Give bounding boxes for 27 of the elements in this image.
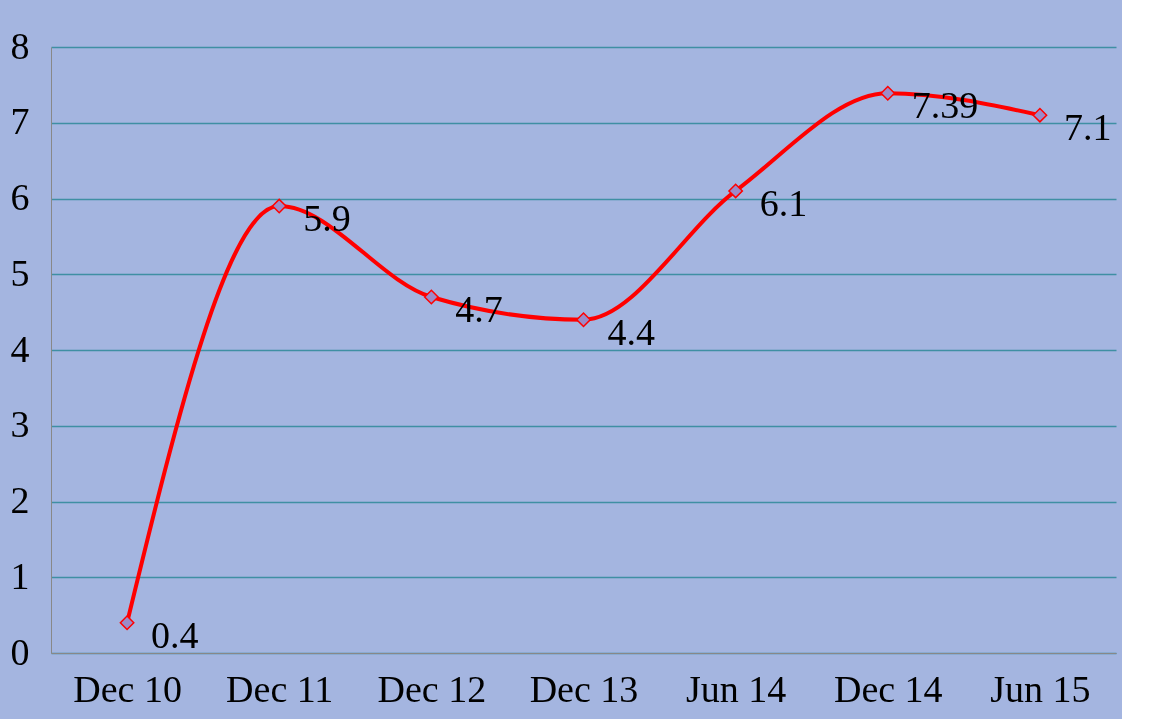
point: [119, 615, 135, 631]
point: [1032, 107, 1048, 123]
y-tick-label: 0: [10, 630, 30, 673]
y-tick-label: 3: [10, 403, 30, 446]
y-tick-label: 6: [10, 176, 30, 218]
x-tick-label: Jun 14: [685, 667, 787, 710]
point: [576, 312, 591, 328]
data-label: 0.4: [151, 613, 199, 656]
x-tick-label: Jun 15: [990, 667, 1091, 710]
y-tick-label: 4: [10, 327, 30, 370]
point: [728, 183, 744, 199]
y-tick-label: 2: [10, 479, 30, 521]
y-tick-label: 7: [10, 100, 30, 143]
x-tick-label: Dec 12: [377, 667, 487, 710]
data-label: 4.4: [607, 310, 655, 353]
y-tick-label: 1: [10, 554, 30, 597]
point: [423, 289, 439, 305]
point: [880, 85, 896, 101]
x-tick-label: Dec 14: [833, 667, 943, 710]
x-tick-label: Dec 13: [529, 667, 639, 710]
y-tick-label: 5: [10, 251, 30, 294]
data-label: 6.1: [759, 181, 808, 224]
point: [271, 198, 287, 214]
x-tick-label: Dec 11: [226, 667, 334, 710]
y-tick-label: 8: [10, 24, 30, 67]
x-tick-label: Dec 10: [73, 667, 182, 710]
data-label: 7.1: [1063, 106, 1112, 149]
